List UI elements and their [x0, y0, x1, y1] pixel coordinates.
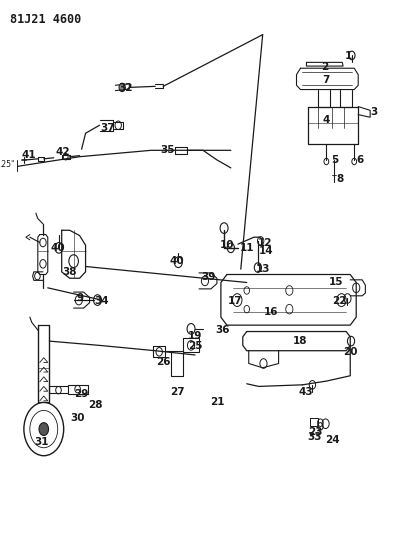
- Text: 21: 21: [210, 398, 224, 407]
- Text: 3: 3: [371, 107, 378, 117]
- Text: 35: 35: [160, 146, 174, 155]
- Text: 22: 22: [332, 296, 346, 306]
- Text: 42: 42: [56, 147, 70, 157]
- Text: 43: 43: [298, 387, 313, 397]
- Text: 37: 37: [100, 123, 115, 133]
- Text: 12: 12: [258, 238, 272, 247]
- Text: 2: 2: [321, 62, 328, 71]
- Text: 16: 16: [263, 307, 278, 317]
- Text: 31: 31: [35, 438, 49, 447]
- Text: 29: 29: [74, 390, 89, 399]
- Text: 40: 40: [170, 256, 184, 266]
- Text: 39: 39: [201, 272, 215, 282]
- Text: 8: 8: [337, 174, 344, 183]
- Text: 14: 14: [259, 246, 273, 255]
- Text: 34: 34: [94, 296, 109, 306]
- Text: 36: 36: [216, 326, 230, 335]
- Circle shape: [39, 423, 49, 435]
- Text: 40: 40: [51, 244, 65, 253]
- Text: 7: 7: [323, 75, 330, 85]
- Text: 19: 19: [188, 331, 202, 341]
- Text: 6: 6: [357, 155, 364, 165]
- Text: 24: 24: [326, 435, 340, 445]
- Text: 5: 5: [331, 155, 338, 165]
- Text: 25: 25: [188, 342, 202, 351]
- Text: 41: 41: [21, 150, 36, 159]
- Text: 32: 32: [118, 83, 133, 93]
- Text: 81J21 4600: 81J21 4600: [10, 13, 81, 26]
- Text: 38: 38: [62, 267, 77, 277]
- Text: 17: 17: [228, 296, 242, 306]
- Text: 9: 9: [76, 294, 83, 303]
- Circle shape: [119, 83, 125, 92]
- Text: .25": .25": [0, 160, 15, 168]
- Text: 27: 27: [170, 387, 184, 397]
- Text: 20: 20: [343, 347, 357, 357]
- Text: 23: 23: [308, 427, 322, 437]
- Text: 10: 10: [220, 240, 234, 250]
- Text: 30: 30: [70, 414, 85, 423]
- Text: 1: 1: [345, 51, 352, 61]
- Text: 11: 11: [240, 243, 254, 253]
- Text: 18: 18: [293, 336, 308, 346]
- Text: 33: 33: [307, 432, 322, 442]
- Text: 13: 13: [256, 264, 270, 274]
- Text: 15: 15: [329, 278, 343, 287]
- Text: 26: 26: [156, 358, 170, 367]
- Text: 4: 4: [323, 115, 330, 125]
- Text: 28: 28: [88, 400, 103, 410]
